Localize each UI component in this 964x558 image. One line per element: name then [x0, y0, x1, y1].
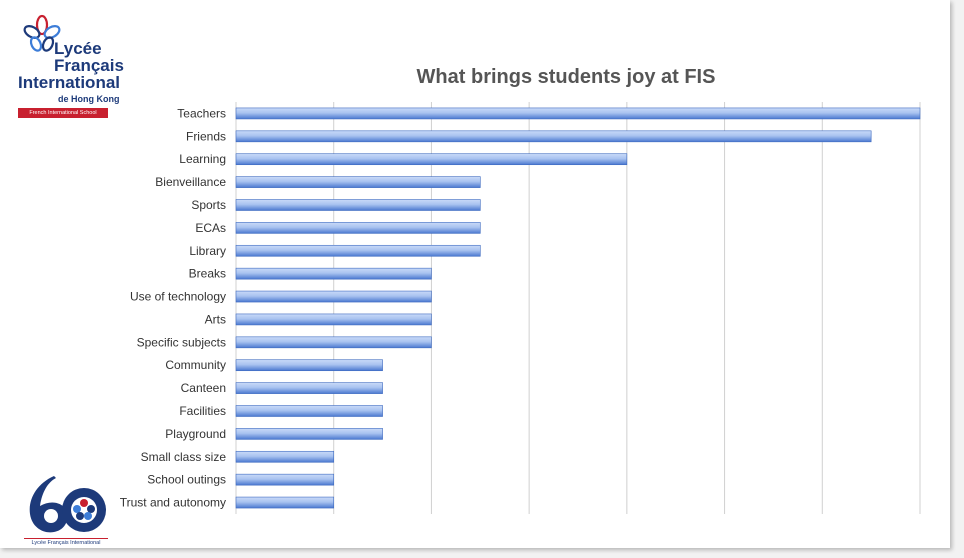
bars-layer: [235, 107, 921, 509]
category-label: Canteen: [181, 381, 226, 395]
bar-small-class-size: [235, 450, 335, 463]
logo-line-1: Lycée: [54, 39, 102, 58]
bar-teachers: [235, 107, 921, 120]
category-label: School outings: [147, 473, 226, 487]
bar-chart: What brings students joy at FIS Teachers…: [120, 66, 921, 514]
category-label: Trust and autonomy: [120, 496, 226, 510]
bar-trust-and-autonomy: [235, 496, 335, 509]
category-label: Small class size: [141, 450, 227, 464]
bar-bienveillance: [235, 176, 481, 188]
bar-library: [235, 244, 481, 257]
anniversary-60-icon: [29, 476, 106, 533]
anniversary-caption: Lycée Français International: [24, 538, 108, 546]
bar-ecas: [235, 222, 481, 234]
category-label: ECAs: [195, 221, 226, 235]
slide: Lycée Français International de Hong Kon…: [0, 0, 950, 548]
bar-canteen: [235, 382, 383, 394]
bar-school-outings: [235, 473, 335, 486]
bar-use-of-technology: [235, 290, 432, 303]
bar-community: [235, 359, 383, 372]
bar-breaks: [235, 267, 432, 280]
bar-specific-subjects: [235, 336, 432, 349]
logo-line-4: de Hong Kong: [58, 94, 120, 104]
category-label: Friends: [186, 129, 226, 143]
bar-learning: [235, 153, 628, 166]
logo-line-5: French International School: [18, 108, 108, 118]
category-label: Playground: [165, 427, 226, 441]
category-label: Use of technology: [130, 290, 226, 304]
category-label: Breaks: [189, 267, 226, 281]
bar-facilities: [235, 405, 383, 417]
bar-sports: [235, 199, 481, 211]
category-label: Library: [189, 244, 226, 258]
category-label: Community: [165, 358, 226, 372]
anniversary-logo: Lycée Français International: [24, 470, 114, 548]
category-label: Arts: [205, 312, 226, 326]
labels-layer: Teachers Friends Learning Bienveillance Spor…: [120, 106, 227, 509]
category-label: Specific subjects: [137, 335, 226, 349]
logo-line-3: International: [18, 73, 121, 92]
chart-title: What brings students joy at FIS: [417, 66, 716, 88]
bar-friends: [235, 130, 872, 143]
flower-logo-icon: [23, 14, 61, 52]
logo-line-2: Français: [54, 56, 124, 75]
school-logo: Lycée Français International de Hong Kon…: [14, 14, 124, 124]
category-label: Bienveillance: [155, 175, 226, 189]
bar-playground: [235, 428, 383, 440]
category-label: Sports: [191, 198, 226, 212]
category-label: Learning: [179, 152, 226, 166]
grid-layer: [235, 102, 921, 514]
category-label: Teachers: [177, 106, 226, 120]
category-label: Facilities: [179, 404, 226, 418]
bar-arts: [235, 313, 432, 326]
